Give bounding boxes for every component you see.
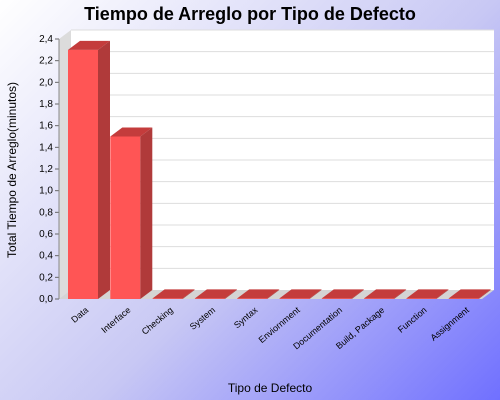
y-tick-label: 0,0	[39, 294, 53, 305]
bar-top-face	[364, 289, 407, 299]
x-tick-label: System	[188, 305, 217, 332]
bar-top-face	[406, 289, 449, 299]
y-tick-label: 1,6	[39, 121, 53, 132]
bar-top-face	[321, 289, 364, 299]
bar	[406, 298, 437, 299]
x-axis-label: Tipo de Defecto	[228, 381, 313, 395]
bar-top-face	[279, 289, 322, 299]
y-tick-label: 2,2	[39, 56, 53, 67]
y-axis-label: Total Tiempo de Arreglo(minutos)	[5, 82, 19, 258]
bar	[194, 298, 225, 299]
x-tick-label: Data	[69, 305, 90, 325]
bar-top-face	[448, 289, 491, 299]
bar-top-face	[237, 289, 280, 299]
bar	[237, 298, 268, 299]
bar	[110, 136, 141, 299]
y-tick-label: 1,8	[39, 99, 53, 110]
y-tick-label: 1,2	[39, 164, 53, 175]
bar-side-face	[394, 289, 407, 299]
y-tick-label: 1,0	[39, 186, 53, 197]
bar-top-face	[194, 289, 237, 299]
bar	[364, 298, 395, 299]
y-tick-label: 0,2	[39, 272, 53, 283]
y-tick-label: 2,4	[39, 34, 53, 45]
y-tick-label: 1,4	[39, 142, 53, 153]
bar-side-face	[182, 289, 195, 299]
bar	[279, 298, 310, 299]
y-tick-label: 2,0	[39, 77, 53, 88]
y-tick-label: 0,6	[39, 229, 53, 240]
bar-top-face	[68, 40, 110, 50]
bar	[321, 298, 352, 299]
bar-top-face	[152, 289, 195, 299]
chart-title: Tiempo de Arreglo por Tipo de Defecto	[84, 4, 416, 24]
bar-side-face	[267, 289, 280, 299]
bar-side-face	[98, 40, 110, 299]
bar-side-face	[478, 289, 491, 299]
x-tick-label: Checking	[140, 305, 175, 337]
x-tick-label: Interface	[99, 305, 132, 335]
y-tick-label: 0,8	[39, 207, 53, 218]
x-tick-label: Assignment	[429, 305, 472, 343]
x-tick-label: Enviornment	[257, 305, 303, 345]
bar-side-face	[224, 289, 237, 299]
bar	[152, 298, 183, 299]
x-tick-label: Syntax	[232, 305, 260, 331]
bar	[448, 298, 479, 299]
y-tick-label: 0,4	[39, 251, 53, 262]
bar-side-face	[309, 289, 322, 299]
bar-side-face	[436, 289, 449, 299]
x-tick-label: Function	[396, 305, 429, 335]
bar-side-face	[351, 289, 364, 299]
bar	[68, 49, 98, 300]
bar-side-face	[140, 127, 153, 299]
bar-top-face	[110, 127, 153, 137]
